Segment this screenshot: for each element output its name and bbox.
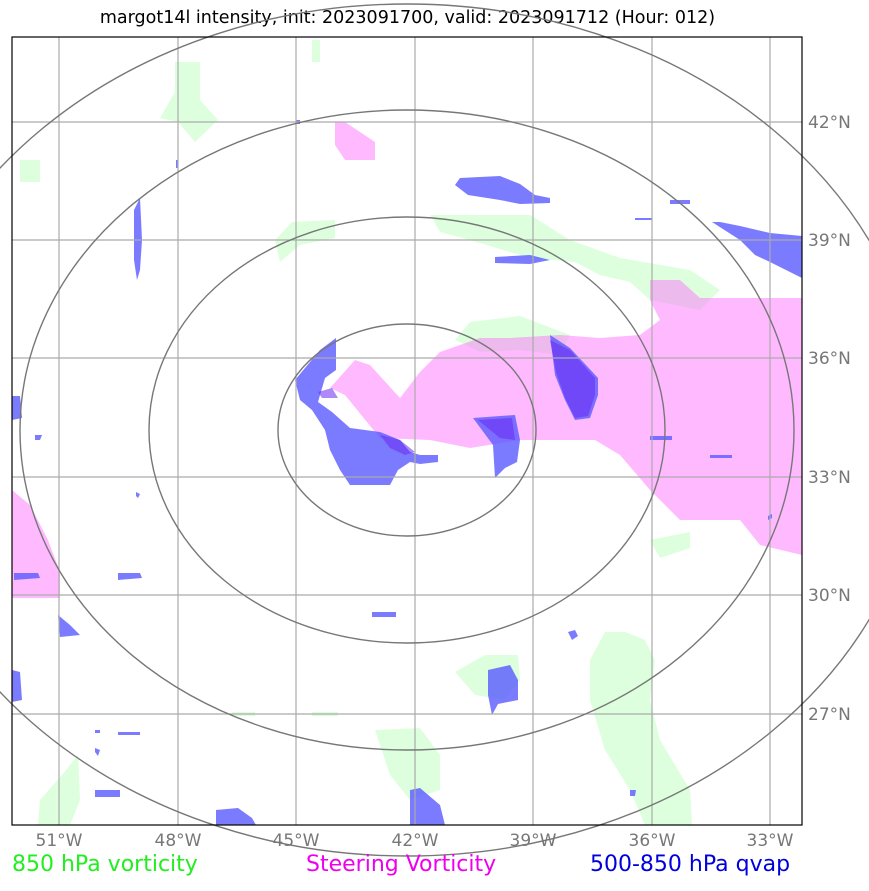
y-tick-label: 42°N xyxy=(808,113,851,133)
x-tick-label: 36°W xyxy=(629,831,676,851)
range-rings xyxy=(0,3,869,857)
x-tick-label: 48°W xyxy=(155,831,202,851)
map-frame xyxy=(11,36,803,826)
lat-lon-grid xyxy=(12,37,802,825)
legend-steering-vorticity: Steering Vorticity xyxy=(306,852,497,877)
y-tick-label: 36°N xyxy=(808,349,851,369)
x-tick-label: 33°W xyxy=(747,831,794,851)
y-tick-label: 27°N xyxy=(808,705,851,725)
steering-vorticity-layer xyxy=(12,122,802,598)
y-ticks: 42°N 39°N 36°N 33°N 30°N 27°N xyxy=(808,113,851,725)
y-tick-label: 33°N xyxy=(808,468,851,488)
x-tick-label: 45°W xyxy=(273,831,320,851)
range-ring-4 xyxy=(0,3,869,857)
range-ring-2 xyxy=(148,216,666,644)
overlap-layer xyxy=(318,340,595,455)
y-tick-label: 39°N xyxy=(808,231,851,251)
legend-vorticity-850: 850 hPa vorticity xyxy=(12,852,198,877)
x-tick-label: 42°W xyxy=(392,831,439,851)
y-tick-label: 30°N xyxy=(808,586,851,606)
x-tick-label: 39°W xyxy=(510,831,557,851)
range-ring-3 xyxy=(19,109,795,751)
x-ticks: 51°W 48°W 45°W 42°W 39°W 36°W 33°W xyxy=(36,831,794,851)
legend-qvap: 500-850 hPa qvap xyxy=(590,852,791,877)
range-ring-1 xyxy=(277,323,537,537)
x-tick-label: 51°W xyxy=(36,831,83,851)
